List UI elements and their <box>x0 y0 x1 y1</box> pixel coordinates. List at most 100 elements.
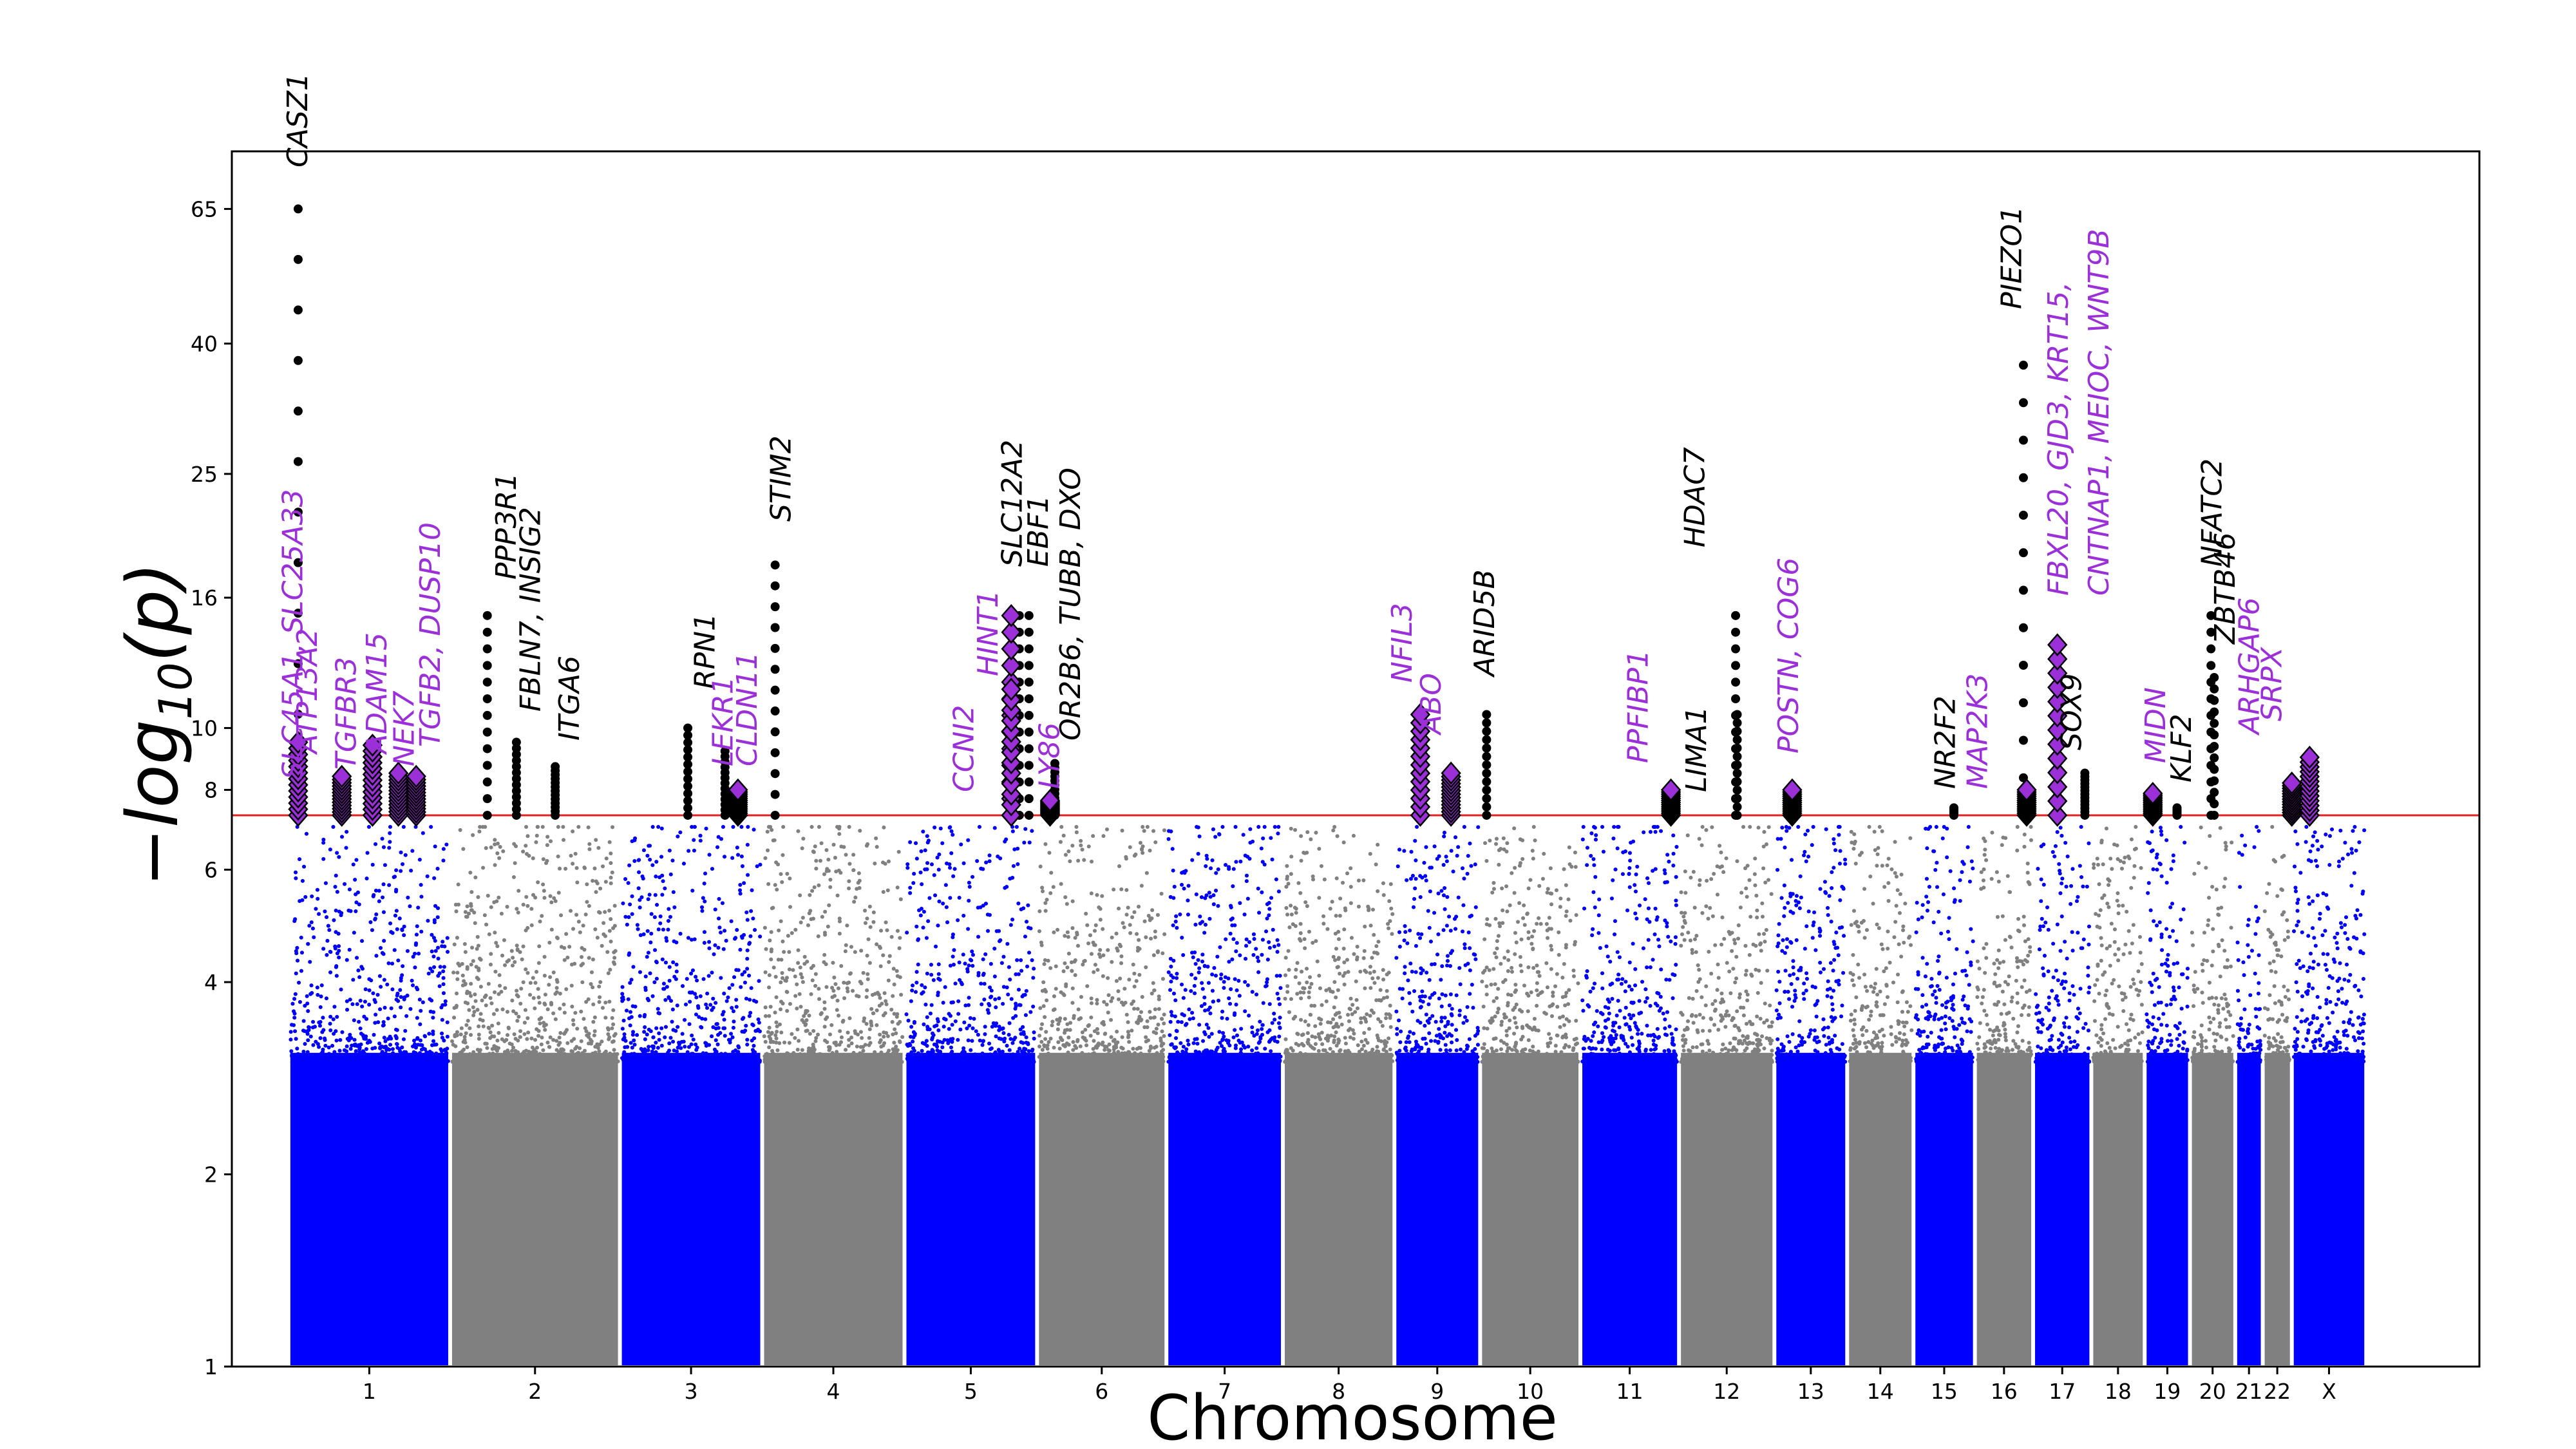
y-tick-label: 2 <box>204 1162 218 1188</box>
gene-label-5: NEK7 <box>388 690 421 766</box>
lead-peak-19 <box>288 730 308 827</box>
x-tick-label: 9 <box>1430 1379 1444 1404</box>
y-tick-label: 16 <box>191 585 218 611</box>
chromosome-1-points <box>289 825 450 1365</box>
chromosome-X-points <box>2292 825 2367 1365</box>
y-tick-label: 4 <box>204 970 218 995</box>
gene-label-8: FBLN7, INSIG2 <box>514 507 547 712</box>
chromosome-8-points <box>1283 825 1395 1365</box>
gene-label-18: LY86 <box>1033 723 1066 789</box>
x-axis-title: Chromosome <box>1147 1382 1558 1449</box>
x-tick-label: 1 <box>363 1379 376 1404</box>
y-tick-label: 10 <box>191 715 218 741</box>
lead-peak-24 <box>728 778 748 827</box>
lead-peak-15 <box>2080 768 2090 820</box>
gene-label-2: ATP13A2 <box>291 629 324 755</box>
gene-label-23: PPFIBP1 <box>1622 650 1654 763</box>
x-tick-label: 14 <box>1867 1379 1894 1404</box>
chromosome-16-points <box>1975 825 2034 1365</box>
snp-points <box>289 825 2367 1365</box>
gene-label-12: CLDN11 <box>731 652 764 766</box>
gene-label-6: TGFB2, DUSP10 <box>414 522 447 747</box>
lead-peak-2 <box>511 737 521 820</box>
y-tick-label: 25 <box>191 462 218 487</box>
chromosome-9-points <box>1394 825 1481 1365</box>
x-tick-label: 10 <box>1517 1379 1544 1404</box>
gene-label-38: SRPX <box>2256 647 2289 721</box>
lead-peak-29 <box>1441 761 1461 827</box>
x-tick-label: 22 <box>2264 1379 2291 1404</box>
gene-label-29: PIEZO1 <box>1995 206 2028 309</box>
x-tick-label: 16 <box>1991 1379 2018 1404</box>
y-tick-label: 1 <box>204 1354 218 1379</box>
gene-label-19: OR2B6, TUBB, DXO <box>1054 468 1087 741</box>
y-tick-label: 65 <box>191 196 218 222</box>
lead-peak-31 <box>1782 778 1803 827</box>
gene-label-10: RPN1 <box>689 613 722 689</box>
lead-peak-18 <box>2210 672 2219 820</box>
gene-label-14: CCNI2 <box>947 705 980 792</box>
lead-peak-26 <box>1001 677 1021 827</box>
x-tick-label: 18 <box>2105 1379 2132 1404</box>
lead-peak-4 <box>683 723 693 820</box>
chromosome-4-points <box>762 825 905 1365</box>
y-tick-label: 40 <box>191 331 218 356</box>
lead-peak-32 <box>2016 778 2037 827</box>
lead-peak-1 <box>482 611 492 820</box>
chromosome-5-points <box>904 825 1036 1365</box>
chromosome-13-points <box>1774 825 1848 1365</box>
lead-peak-12 <box>1732 710 1742 820</box>
chromosome-6-points <box>1037 825 1167 1365</box>
gene-label-15: HINT1 <box>972 590 1005 676</box>
lead-peak-28 <box>1410 703 1431 827</box>
gene-label-32: SOX9 <box>2055 673 2088 750</box>
x-tick-label: 15 <box>1931 1379 1958 1404</box>
x-tick-label: 21 <box>2235 1379 2262 1404</box>
chromosome-11-points <box>1580 825 1679 1365</box>
lead-peak-35 <box>2282 772 2302 827</box>
svg-text:−log10(p): −log10(p) <box>111 562 202 887</box>
chromosome-19-points <box>2145 825 2190 1365</box>
chromosome-12-points <box>1679 825 1774 1365</box>
lead-peak-20 <box>332 764 352 827</box>
gene-label-36: ZBTB46 <box>2209 533 2242 645</box>
lead-peak-36 <box>2299 745 2320 827</box>
lead-peak-8 <box>1024 611 1034 820</box>
x-tick-label: 8 <box>1332 1379 1345 1404</box>
gene-label-26: POSTN, COG6 <box>1772 558 1805 753</box>
gene-label-17: EBF1 <box>1022 495 1055 567</box>
x-tick-label: 11 <box>1616 1379 1643 1404</box>
x-tick-label: 20 <box>2199 1379 2226 1404</box>
gene-label-34: KLF2 <box>2165 714 2198 782</box>
lead-peak-0 <box>293 204 303 820</box>
lead-peak-6 <box>770 560 780 820</box>
lead-peak-13 <box>1949 803 1958 820</box>
gene-label-4: ADAM15 <box>361 632 393 755</box>
x-tick-label: 4 <box>827 1379 840 1404</box>
lead-peak-27 <box>1039 789 1061 827</box>
lead-peak-22 <box>388 761 409 827</box>
lead-peak-16 <box>2172 803 2182 820</box>
lead-peak-3 <box>551 762 560 820</box>
gene-label-24: HDAC7 <box>1678 447 1711 547</box>
y-tick-label: 8 <box>204 778 218 803</box>
gene-label-37: ARHGAP6 <box>2233 598 2266 736</box>
x-tick-label: 17 <box>2049 1379 2076 1404</box>
gene-label-7: PPP3R1 <box>490 473 523 580</box>
chromosome-14-points <box>1848 825 1914 1365</box>
gene-label-16: SLC12A2 <box>996 440 1029 567</box>
gene-label-0: CASZ1 <box>281 73 314 167</box>
x-tick-label: 7 <box>1218 1379 1231 1404</box>
gene-label-31: CNTNAP1, MEIOC, WNT9B <box>2083 229 2116 596</box>
x-tick-label: 3 <box>685 1379 698 1404</box>
chromosome-21-points <box>2235 825 2263 1365</box>
lead-peak-21 <box>362 734 383 827</box>
x-tick-label: 12 <box>1713 1379 1740 1404</box>
lead-snp-markers <box>288 204 2320 827</box>
plot-frame <box>231 150 2481 1368</box>
lead-peak-5 <box>720 746 730 820</box>
chromosome-15-points <box>1913 825 1975 1365</box>
lead-peak-30 <box>1660 778 1681 827</box>
